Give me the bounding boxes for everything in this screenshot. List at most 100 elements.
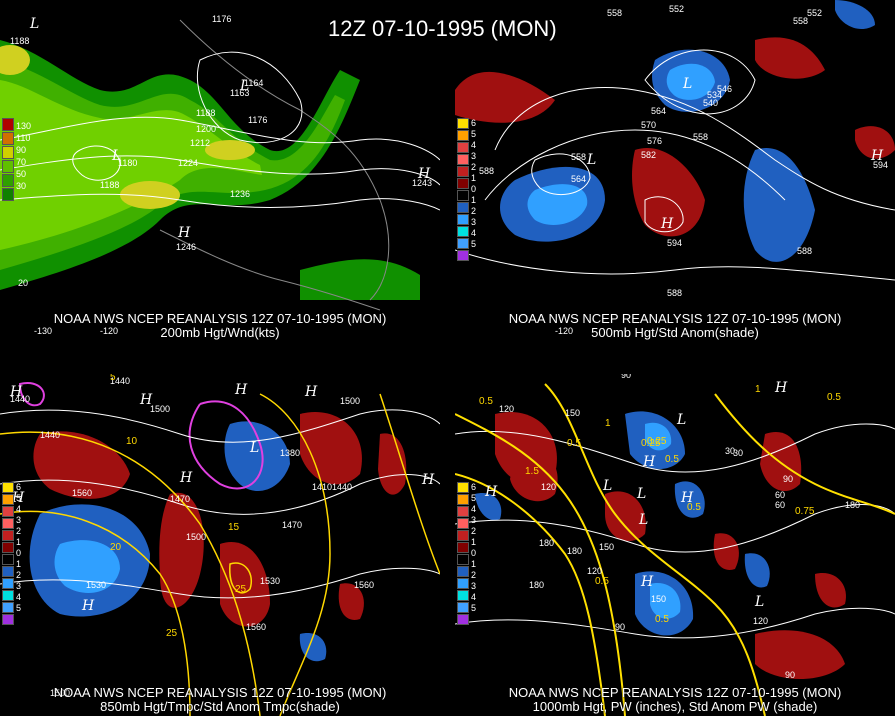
svg-text:150: 150 (565, 408, 580, 418)
svg-text:1180: 1180 (118, 158, 137, 168)
svg-text:588: 588 (667, 288, 682, 298)
svg-text:1500: 1500 (150, 404, 170, 414)
svg-text:0.5: 0.5 (479, 396, 493, 407)
svg-text:L: L (586, 152, 596, 168)
svg-text:H: H (304, 384, 318, 400)
svg-text:L: L (249, 440, 259, 456)
svg-text:540: 540 (703, 98, 718, 108)
svg-text:558: 558 (607, 8, 622, 18)
svg-text:1530: 1530 (86, 580, 106, 590)
svg-text:H: H (774, 380, 788, 396)
caption-850mb-line2: 850mb Hgt/Tmpc/Std Anom Tmpc(shade) (100, 699, 340, 714)
svg-text:588: 588 (479, 166, 494, 176)
svg-text:20: 20 (110, 542, 122, 553)
svg-text:564: 564 (571, 174, 586, 184)
svg-text:1560: 1560 (72, 488, 92, 498)
legend-labels-200mb: 130 110 90 70 50 30 (16, 121, 32, 191)
svg-text:L: L (676, 412, 686, 428)
svg-text:1440: 1440 (40, 430, 60, 440)
svg-text:1188: 1188 (10, 36, 29, 46)
map-500mb: L L H H 558 552 558 552 546 540 534 564 … (455, 0, 895, 336)
svg-text:H: H (417, 166, 431, 182)
svg-text:1176: 1176 (248, 115, 267, 125)
svg-text:30: 30 (725, 446, 735, 456)
caption-500mb-line2: 500mb Hgt/Std Anom(shade) (591, 325, 759, 340)
svg-text:1200: 1200 (196, 124, 216, 134)
svg-text:1224: 1224 (178, 158, 198, 168)
legend-1000mb (457, 482, 469, 626)
legend-500mb (457, 118, 469, 262)
legend-200mb (2, 118, 14, 202)
svg-text:L: L (636, 486, 646, 502)
svg-text:20: 20 (18, 278, 28, 288)
svg-text:1380: 1380 (280, 448, 300, 458)
svg-text:180: 180 (529, 580, 544, 590)
svg-text:H: H (234, 382, 248, 398)
svg-text:15: 15 (228, 522, 240, 533)
svg-text:H: H (177, 225, 191, 241)
panel-200mb: L L L H H 1188 1176 1164 1163 1188 1200 … (0, 0, 440, 342)
svg-text:1530: 1530 (260, 576, 280, 586)
svg-text:L: L (29, 16, 39, 32)
svg-text:H: H (870, 148, 884, 164)
svg-text:0.5: 0.5 (665, 454, 679, 465)
caption-200mb-line2: 200mb Hgt/Wnd(kts) (160, 325, 280, 340)
legend-850mb (2, 482, 14, 626)
svg-text:90: 90 (621, 374, 631, 380)
svg-text:1164: 1164 (244, 78, 263, 88)
svg-text:1176: 1176 (212, 14, 231, 24)
svg-text:1236: 1236 (230, 189, 250, 199)
page-title: 12Z 07-10-1995 (MON) (328, 16, 557, 41)
svg-text:25: 25 (166, 628, 178, 639)
svg-text:576: 576 (647, 136, 662, 146)
svg-text:-120: -120 (555, 326, 573, 336)
svg-text:5: 5 (110, 374, 116, 383)
svg-text:1: 1 (755, 384, 761, 395)
svg-text:1243: 1243 (412, 178, 432, 188)
svg-text:558: 558 (693, 132, 708, 142)
svg-text:60: 60 (775, 500, 785, 510)
map-200mb: L L L H H 1188 1176 1164 1163 1188 1200 … (0, 14, 440, 336)
svg-text:H: H (421, 472, 435, 488)
svg-text:150: 150 (651, 594, 666, 604)
svg-text:1500: 1500 (186, 532, 206, 542)
svg-text:558: 558 (793, 16, 808, 26)
map-850mb: H H H H L H H H H 1440 1440 1440 1500 15… (0, 374, 440, 716)
svg-text:1500: 1500 (50, 688, 70, 698)
svg-text:0.5: 0.5 (655, 614, 669, 625)
svg-text:1440: 1440 (332, 482, 352, 492)
svg-text:L: L (111, 148, 121, 164)
svg-text:552: 552 (669, 4, 684, 14)
panel-500mb: L L H H 558 552 558 552 546 540 534 564 … (455, 0, 895, 342)
svg-text:1246: 1246 (176, 242, 196, 252)
caption-200mb-line1: NOAA NWS NCEP REANALYSIS 12Z 07-10-1995 … (53, 311, 387, 326)
svg-text:120: 120 (541, 482, 556, 492)
svg-text:1.5: 1.5 (525, 466, 539, 477)
svg-text:1188: 1188 (100, 180, 119, 190)
svg-text:0.5: 0.5 (567, 438, 581, 449)
svg-text:0.25: 0.25 (647, 436, 667, 447)
svg-text:H: H (179, 470, 193, 486)
map-1000mb: H L H L H L H L H L 90 120 150 180 180 1… (455, 374, 895, 716)
svg-text:558: 558 (571, 152, 586, 162)
svg-text:H: H (9, 384, 23, 400)
svg-text:150: 150 (599, 542, 614, 552)
svg-text:1: 1 (605, 418, 611, 429)
svg-text:1560: 1560 (246, 622, 266, 632)
svg-text:0.5: 0.5 (827, 392, 841, 403)
svg-text:594: 594 (873, 160, 888, 170)
svg-text:582: 582 (641, 150, 656, 160)
svg-text:L: L (239, 78, 249, 94)
svg-text:1560: 1560 (354, 580, 374, 590)
svg-text:552: 552 (807, 8, 822, 18)
svg-text:1470: 1470 (170, 494, 190, 504)
svg-text:0.5: 0.5 (687, 502, 701, 513)
svg-text:1410: 1410 (312, 482, 332, 492)
svg-text:1470: 1470 (282, 520, 302, 530)
svg-text:90: 90 (783, 474, 793, 484)
svg-text:H: H (484, 484, 498, 500)
svg-text:534: 534 (707, 90, 722, 100)
svg-text:1440: 1440 (10, 394, 30, 404)
svg-text:180: 180 (539, 538, 554, 548)
